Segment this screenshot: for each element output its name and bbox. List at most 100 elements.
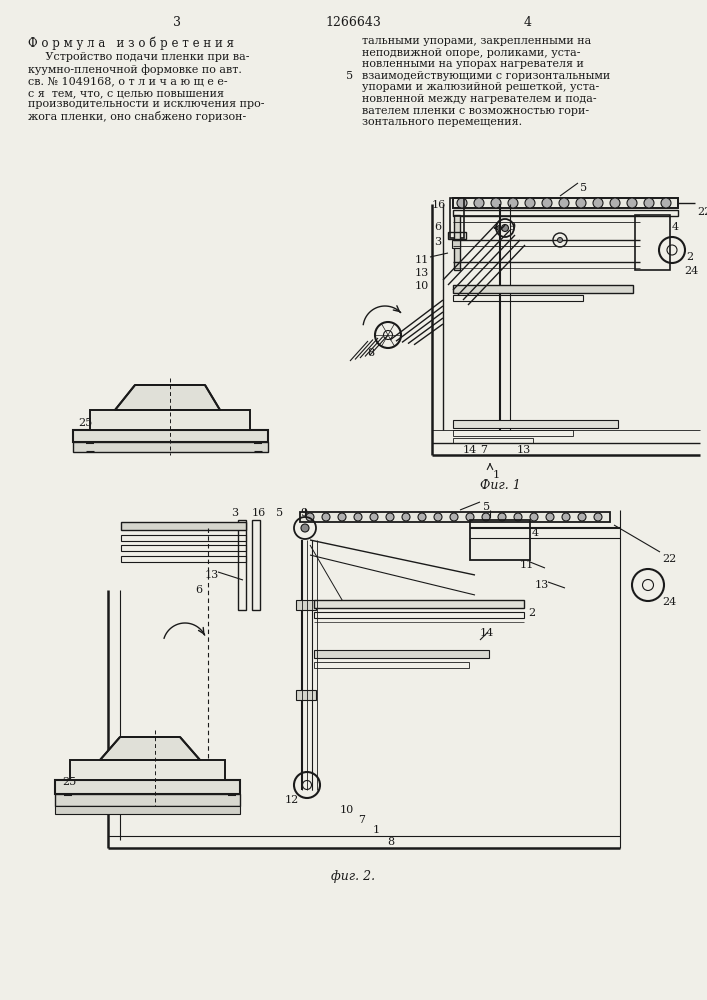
- Circle shape: [450, 513, 458, 521]
- Text: 13: 13: [415, 268, 429, 278]
- Bar: [238, 520, 246, 610]
- Circle shape: [418, 513, 426, 521]
- Circle shape: [525, 198, 535, 208]
- Text: 10: 10: [415, 281, 429, 291]
- Circle shape: [498, 513, 506, 521]
- Text: 25: 25: [78, 418, 92, 428]
- Text: 7: 7: [480, 445, 487, 455]
- Bar: [296, 690, 316, 700]
- Text: Устройство подачи пленки при ва-
куумно-пленочной формовке по авт.
св. № 1049168: Устройство подачи пленки при ва- куумно-…: [28, 52, 264, 122]
- Circle shape: [474, 198, 484, 208]
- Text: Ф о р м у л а   и з о б р е т е н и я: Ф о р м у л а и з о б р е т е н и я: [28, 36, 234, 49]
- Text: 14: 14: [463, 445, 477, 455]
- Bar: [453, 430, 573, 436]
- Text: 1: 1: [493, 470, 500, 480]
- Text: тальными упорами, закрепленными на
неподвижной опоре, роликами, уста-
новленными: тальными упорами, закрепленными на непод…: [362, 36, 610, 127]
- Text: 3: 3: [231, 508, 238, 518]
- Circle shape: [354, 513, 362, 521]
- Bar: [314, 612, 524, 618]
- Text: 13: 13: [205, 570, 219, 580]
- Text: 4: 4: [672, 222, 679, 232]
- Text: 4: 4: [524, 16, 532, 29]
- Circle shape: [301, 524, 309, 532]
- Text: 2: 2: [686, 252, 693, 262]
- Bar: [314, 600, 524, 608]
- Text: Фиг. 1: Фиг. 1: [479, 479, 520, 492]
- Text: 24: 24: [662, 597, 677, 607]
- Bar: [454, 215, 460, 270]
- Circle shape: [370, 513, 378, 521]
- Bar: [73, 430, 268, 442]
- Bar: [453, 438, 533, 443]
- Text: 2: 2: [528, 608, 535, 618]
- Text: фиг. 2.: фиг. 2.: [331, 870, 375, 883]
- Circle shape: [501, 225, 508, 232]
- Bar: [314, 650, 489, 658]
- Circle shape: [578, 513, 586, 521]
- Circle shape: [338, 513, 346, 521]
- Text: 11: 11: [415, 255, 429, 265]
- Text: 24: 24: [684, 266, 699, 276]
- Polygon shape: [100, 737, 200, 760]
- Bar: [450, 198, 464, 238]
- Circle shape: [482, 513, 490, 521]
- Text: 8: 8: [387, 837, 394, 847]
- Bar: [300, 512, 610, 522]
- Bar: [453, 210, 678, 216]
- Circle shape: [386, 513, 394, 521]
- Text: 13: 13: [535, 580, 549, 590]
- Text: 11: 11: [520, 560, 534, 570]
- Bar: [55, 780, 240, 794]
- Text: 25: 25: [62, 777, 76, 787]
- Bar: [453, 295, 583, 301]
- Text: 12: 12: [285, 795, 299, 805]
- Bar: [121, 522, 246, 530]
- Text: 10: 10: [340, 805, 354, 815]
- Text: 5: 5: [346, 71, 353, 81]
- Bar: [121, 556, 246, 562]
- Bar: [453, 198, 678, 208]
- Circle shape: [627, 198, 637, 208]
- Polygon shape: [115, 385, 220, 410]
- Text: 3: 3: [434, 237, 441, 247]
- Text: 6: 6: [195, 585, 202, 595]
- Bar: [70, 760, 225, 780]
- Text: 22: 22: [662, 554, 677, 564]
- Bar: [121, 545, 246, 551]
- Circle shape: [508, 198, 518, 208]
- Text: 16: 16: [252, 508, 267, 518]
- Text: 8: 8: [367, 348, 374, 358]
- Bar: [470, 520, 530, 560]
- Text: 1266643: 1266643: [325, 16, 381, 29]
- Circle shape: [434, 513, 442, 521]
- Text: 3: 3: [173, 16, 181, 29]
- Bar: [121, 535, 246, 541]
- Bar: [448, 232, 466, 239]
- Text: 5: 5: [276, 508, 283, 518]
- Bar: [73, 442, 268, 452]
- Bar: [635, 215, 670, 270]
- Text: 7: 7: [358, 815, 365, 825]
- Text: 6: 6: [434, 222, 441, 232]
- Text: 9: 9: [508, 222, 515, 232]
- Text: 16: 16: [432, 200, 446, 210]
- Circle shape: [562, 513, 570, 521]
- Text: 22: 22: [697, 207, 707, 217]
- Circle shape: [402, 513, 410, 521]
- Bar: [55, 794, 240, 806]
- Circle shape: [546, 513, 554, 521]
- Circle shape: [594, 513, 602, 521]
- Text: 13: 13: [517, 445, 531, 455]
- Circle shape: [661, 198, 671, 208]
- Bar: [453, 420, 618, 428]
- Circle shape: [457, 198, 467, 208]
- Text: 14: 14: [480, 628, 494, 638]
- Bar: [296, 600, 316, 610]
- Text: 1: 1: [373, 825, 380, 835]
- Bar: [252, 520, 260, 610]
- Circle shape: [530, 513, 538, 521]
- Bar: [314, 662, 469, 668]
- Bar: [453, 285, 633, 293]
- Text: 5: 5: [580, 183, 587, 193]
- Circle shape: [610, 198, 620, 208]
